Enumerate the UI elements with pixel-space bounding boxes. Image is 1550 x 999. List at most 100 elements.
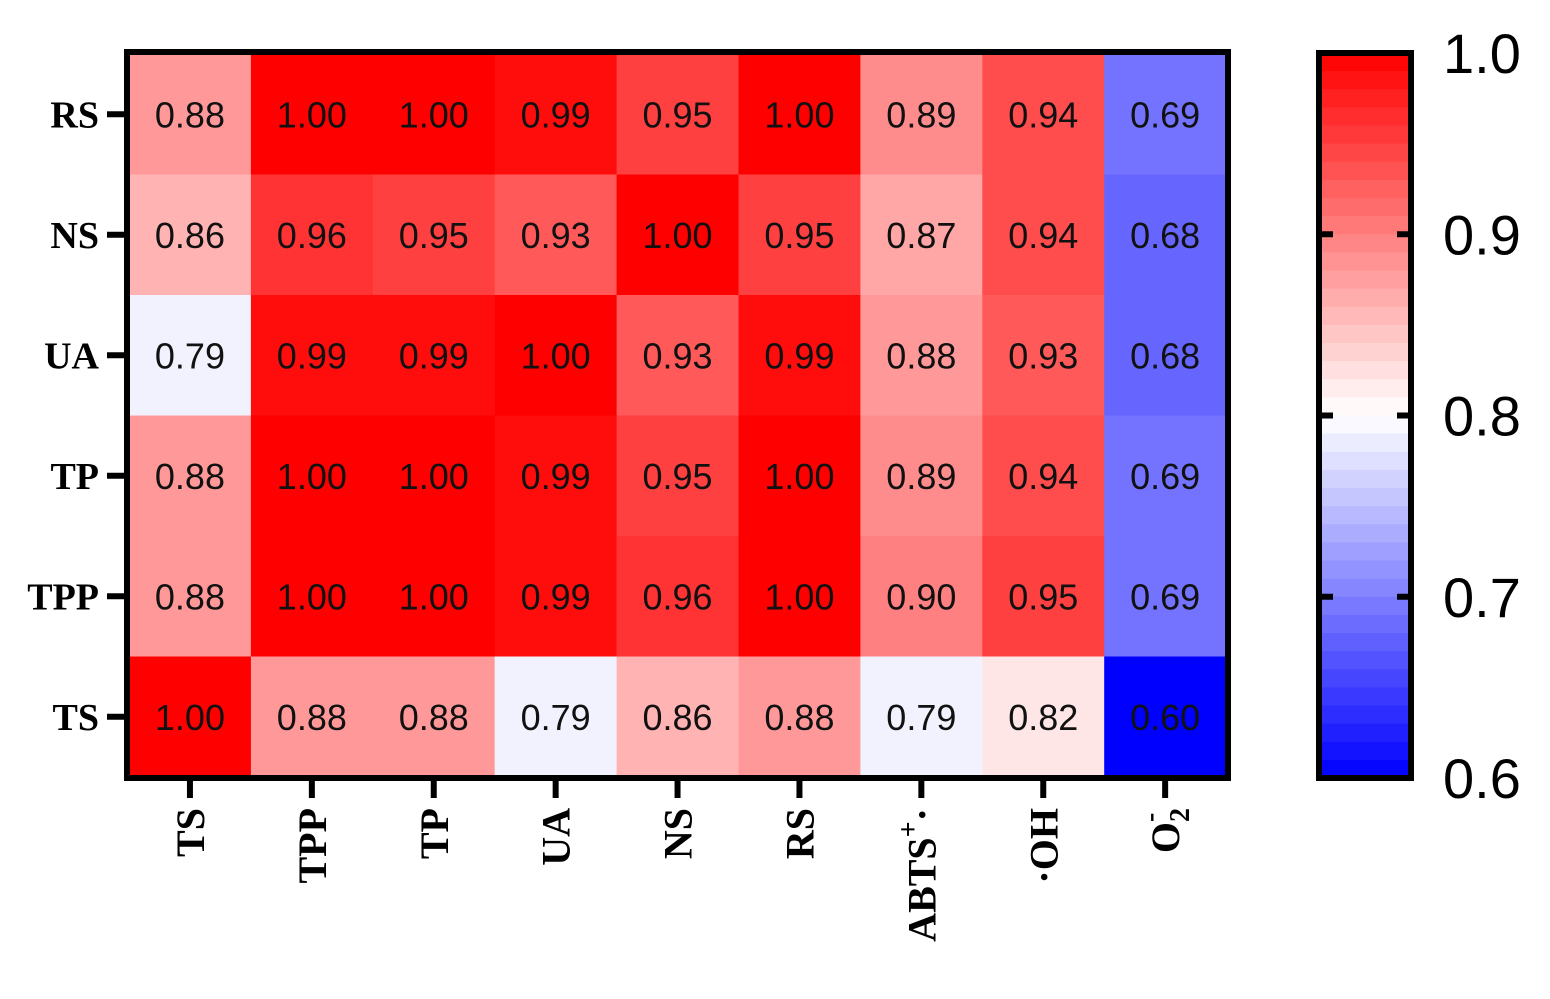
heatmap-cell [494,536,618,658]
colorbar-step [1319,379,1411,398]
heatmap-cell [616,415,740,537]
cell-value-label: 1.00 [399,456,469,497]
colorbar: 1.0 0.9 0.8 0.7 0.6 [1316,22,1521,810]
heatmap-cell [738,295,861,417]
colorbar-step [1319,252,1411,272]
cell-value-label: 0.99 [277,335,347,376]
heatmap-cell [494,54,618,176]
colorbar-step [1319,53,1411,72]
heatmap-cell [860,174,983,296]
colorbar-step [1319,270,1411,290]
heatmap-cell [982,54,1105,176]
cell-value-label: 0.87 [886,215,956,256]
cell-value-label: 0.86 [643,697,713,738]
heatmap-cell [372,656,496,778]
cell-value-label: 0.93 [643,335,713,376]
colorbar-step [1319,288,1411,308]
cell-value-label: 1.00 [764,576,834,617]
column-label: TP [412,808,457,859]
heatmap-cell [250,295,374,417]
cell-value-label: 0.99 [521,94,591,135]
heatmap-cell [494,415,618,537]
cell-value-label: 1.00 [277,94,347,135]
cell-value-label: 1.00 [643,215,713,256]
column-label: ·OH [1021,808,1066,884]
colorbar-step [1319,451,1411,471]
cell-value-label: 0.89 [886,456,956,497]
cell-value-label: 1.00 [764,94,834,135]
row-label: RS [50,94,99,136]
heatmap-cell [860,54,983,176]
colorbar-step [1319,125,1411,145]
colorbar-step [1319,469,1411,489]
row-axis: RS NS UA TP TPP TS [27,94,128,739]
cell-value-label: 0.69 [1130,456,1200,497]
heatmap-cell [372,174,496,296]
colorbar-step [1319,179,1411,199]
colorbar-step [1319,397,1411,417]
heatmap-cell [1104,295,1227,417]
cell-value-label: 0.79 [155,335,225,376]
heatmap-cell [616,656,740,778]
colorbar-step [1319,361,1411,380]
heatmap-cell [250,656,374,778]
heatmap-cell [982,536,1105,658]
colorbar-step [1319,560,1411,580]
colorbar-step [1319,143,1411,163]
heatmap-cell [616,295,740,417]
colorbar-step [1319,687,1411,707]
heatmap-cell [372,415,496,537]
heatmap-cell [494,656,618,778]
colorbar-step [1319,343,1411,362]
cell-value-label: 0.88 [155,94,225,135]
heatmap-cell [982,656,1105,778]
colorbar-tick-label: 0.6 [1443,747,1521,810]
colorbar-tick-label: 1.0 [1443,22,1521,85]
heatmap-cell [494,295,618,417]
heatmap-cell [738,656,861,778]
heatmap-cell [860,295,983,417]
colorbar-step [1319,524,1411,543]
heatmap-cell [250,536,374,658]
colorbar-step [1319,705,1411,725]
cell-value-label: 0.69 [1130,576,1200,617]
cell-value-label: 0.60 [1130,697,1200,738]
cell-value-label: 0.94 [1008,215,1078,256]
heatmap-cell [616,536,740,658]
cell-value-label: 0.94 [1008,94,1078,135]
column-axis: TS TPP TP UA NS RS ABTS+· ·OH O2- [168,778,1196,942]
cell-value-label: 0.86 [155,215,225,256]
heatmap-cell [860,536,983,658]
cell-value-label: 0.96 [277,215,347,256]
heatmap-cell [250,174,374,296]
colorbar-step [1319,415,1411,435]
cell-value-label: 0.88 [399,697,469,738]
colorbar-step [1319,324,1411,344]
row-label: TP [50,456,99,498]
colorbar-tick-label: 0.7 [1443,566,1521,629]
heatmap-cell [129,295,252,417]
column-label: TS [168,808,213,857]
colorbar-step [1319,741,1411,761]
heatmap-cell [860,415,983,537]
cell-value-label: 0.99 [521,576,591,617]
heatmap-cell [372,54,496,176]
cell-value-label: 0.88 [886,335,956,376]
heatmap-cell [738,536,861,658]
cell-value-label: 0.99 [521,456,591,497]
heatmap-cell [372,295,496,417]
colorbar-step [1319,234,1411,253]
cell-value-label: 0.89 [886,94,956,135]
heatmap-cell [250,415,374,537]
cell-value-label: 0.95 [764,215,834,256]
heatmap-cell [616,54,740,176]
column-label: UA [534,808,579,866]
cell-value-label: 0.88 [764,697,834,738]
colorbar-step [1319,488,1411,507]
colorbar-step [1319,198,1411,217]
cell-value-label: 0.68 [1130,215,1200,256]
cell-value-label: 1.00 [277,576,347,617]
cell-value-label: 0.96 [643,576,713,617]
colorbar-step [1319,216,1411,235]
